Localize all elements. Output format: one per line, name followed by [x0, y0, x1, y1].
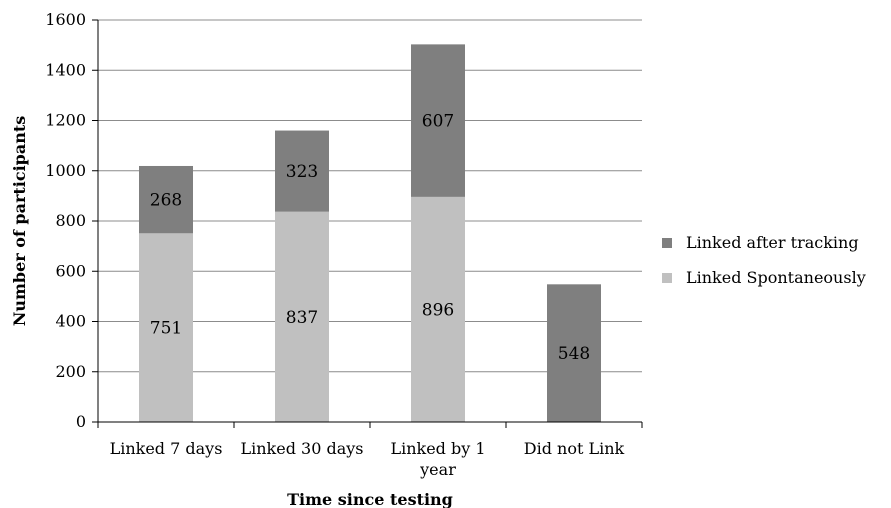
- bar-segment: [411, 44, 465, 197]
- legend-swatch: [662, 273, 672, 283]
- data-label: 268: [150, 191, 182, 211]
- x-axis-title: Time since testing: [287, 490, 453, 508]
- y-tick-label: 1000: [45, 161, 86, 180]
- data-label: 548: [558, 344, 590, 364]
- bar-segment: [139, 233, 193, 422]
- y-tick-label: 1400: [45, 60, 86, 79]
- x-axis-categories: Linked 7 days Linked 30 days Linked by 1 ye…: [97, 422, 643, 479]
- data-labels: 751 268 837 323 896 607 548: [150, 112, 590, 365]
- data-label: 751: [150, 319, 182, 339]
- y-axis-title: Number of participants: [10, 116, 29, 327]
- bar-segment: [275, 130, 329, 212]
- y-tick-label: 1200: [45, 111, 86, 130]
- data-label: 896: [422, 300, 454, 320]
- x-category-label: Did not Link: [524, 439, 625, 458]
- bar-segment: [411, 196, 465, 422]
- legend-label: Linked Spontaneously: [686, 268, 866, 287]
- y-tick-label: 1600: [45, 10, 86, 29]
- x-category-label: Linked 7 days: [110, 439, 223, 458]
- data-label: 323: [286, 162, 318, 182]
- x-category-label: Linked 30 days: [240, 439, 363, 458]
- x-category-label: Linked by 1: [390, 439, 485, 458]
- bar-segment: [547, 284, 601, 422]
- legend: Linked after tracking Linked Spontaneousl…: [662, 233, 866, 287]
- y-axis-ticks: 0 200 400 600 800 1000 1200 1400 1600: [45, 10, 98, 431]
- bar-segment: [139, 165, 193, 234]
- data-label: 837: [286, 308, 318, 328]
- bar-segment: [275, 211, 329, 422]
- y-tick-label: 600: [55, 261, 86, 280]
- legend-label: Linked after tracking: [686, 233, 859, 252]
- y-tick-label: 0: [76, 412, 86, 431]
- y-tick-label: 400: [55, 312, 86, 331]
- legend-swatch: [662, 238, 672, 248]
- y-tick-label: 800: [55, 211, 86, 230]
- bars: [139, 44, 601, 422]
- y-tick-label: 200: [55, 362, 86, 381]
- data-label: 607: [422, 112, 454, 132]
- x-category-label: year: [419, 460, 456, 479]
